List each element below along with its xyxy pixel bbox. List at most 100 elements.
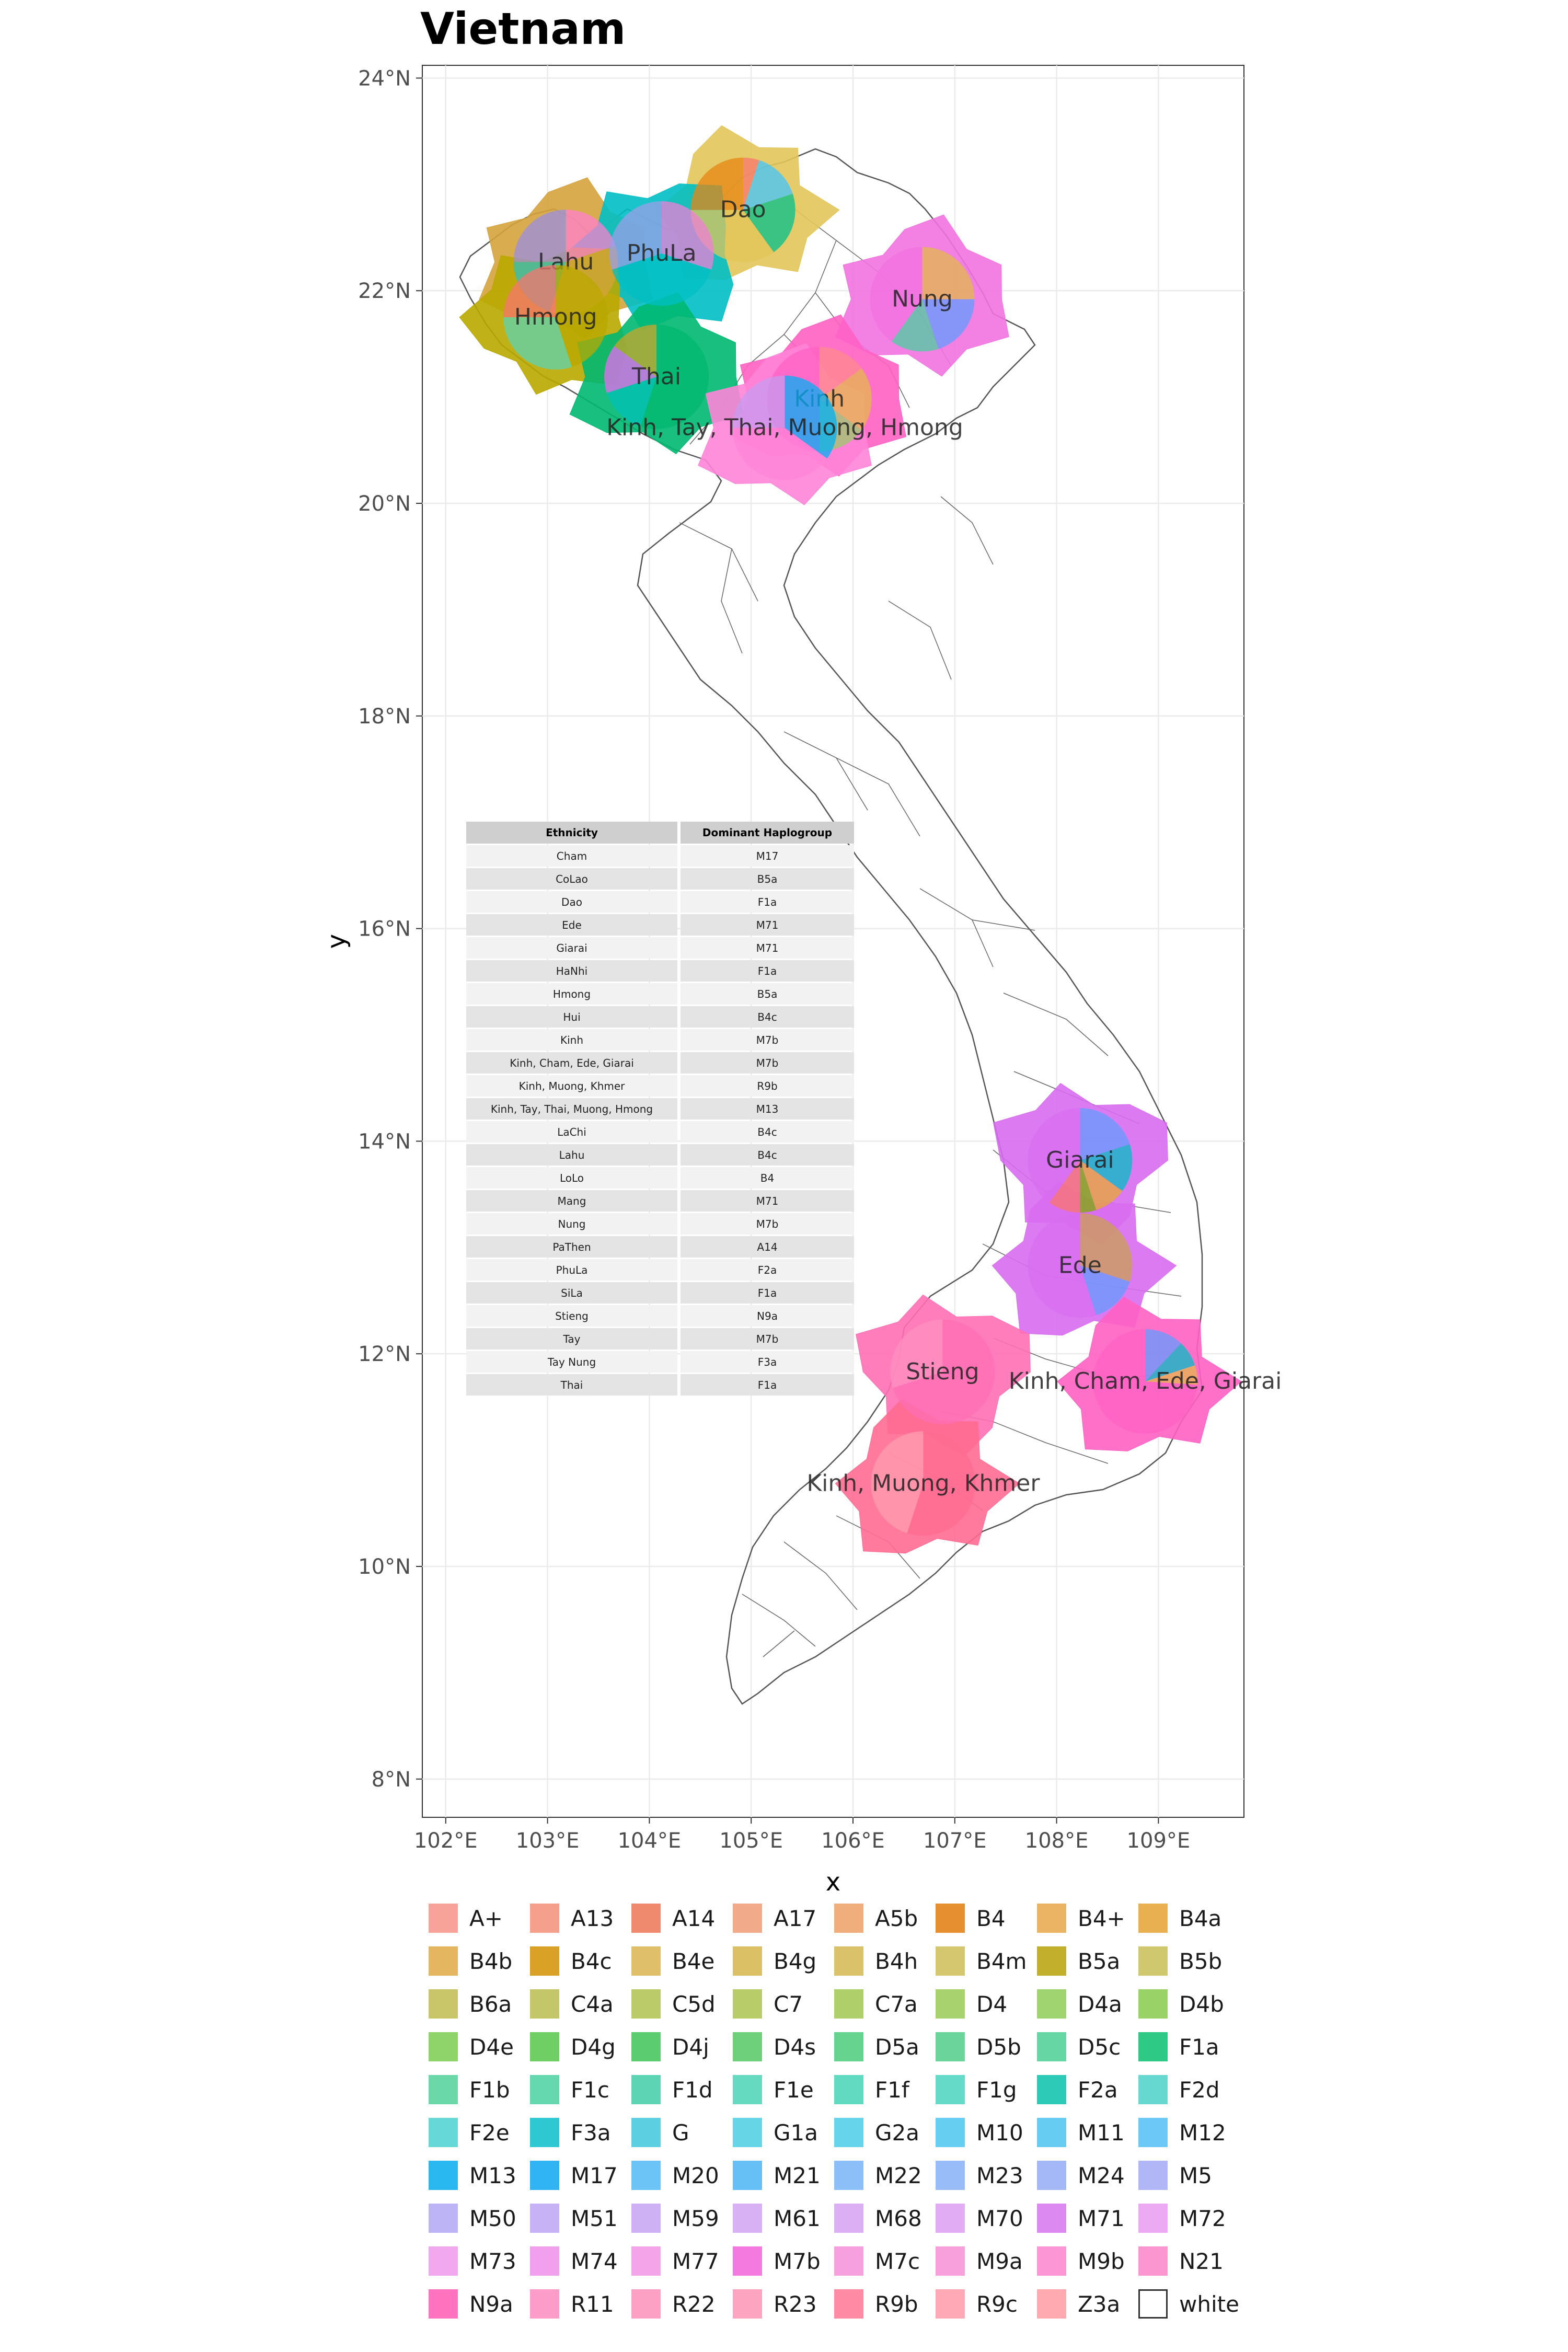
legend-label: R9c <box>976 2291 1018 2317</box>
legend-label: M7c <box>875 2248 920 2274</box>
legend-key <box>1037 1946 1066 1976</box>
pie-slice <box>907 1431 976 1536</box>
x-tick-label: 103°E <box>516 1829 580 1853</box>
table-cell-haplogroup: M71 <box>681 937 854 959</box>
legend-item: F1b <box>429 2074 510 2105</box>
pie-slice <box>1080 1108 1130 1160</box>
table-row: Hmong B5a <box>466 983 854 1005</box>
legend-label: F1d <box>672 2077 713 2103</box>
legend-key <box>1138 2032 1168 2061</box>
legend-label: M20 <box>672 2162 719 2188</box>
table-cell-haplogroup: A14 <box>681 1236 854 1258</box>
pie-slice <box>922 247 975 299</box>
legend-key <box>733 2204 762 2233</box>
legend-label: B4 <box>976 1905 1006 1931</box>
legend-label: F1g <box>976 2077 1017 2103</box>
legend-label: D4g <box>571 2034 616 2060</box>
x-tick-label: 107°E <box>923 1829 987 1853</box>
legend-key <box>1037 2289 1066 2319</box>
legend-key <box>936 1904 965 1933</box>
legend-key <box>1037 1904 1066 1933</box>
y-tick-label: 16°N <box>358 917 411 941</box>
legend-item: B4m <box>936 1945 1027 1977</box>
pie-markers: DaoLahuPhuLaNungHmongThaiKinhKinh, Tay, … <box>503 157 1282 1536</box>
table-row: Thai F1a <box>466 1374 854 1396</box>
pie-slice <box>743 157 759 210</box>
legend-key <box>631 2161 661 2190</box>
table-cell-haplogroup: M7b <box>681 1213 854 1235</box>
legend-key <box>530 2246 559 2276</box>
pie-marker: Thai <box>604 324 709 429</box>
table-row: Tay M7b <box>466 1328 854 1350</box>
legend-key <box>631 2246 661 2276</box>
legend-key <box>733 2289 762 2319</box>
pie-slice <box>556 265 608 367</box>
legend-label: Z3a <box>1078 2291 1121 2317</box>
legend-key <box>530 2118 559 2147</box>
legend-label: R9b <box>875 2291 918 2317</box>
legend-label: A14 <box>672 1905 716 1931</box>
legend-item: M11 <box>1037 2117 1125 2148</box>
legend-item: R9c <box>936 2288 1018 2320</box>
legend-key <box>631 1904 661 1933</box>
table-cell-ethnicity: Stieng <box>466 1305 677 1327</box>
legend-label: M61 <box>774 2205 821 2231</box>
table-cell-haplogroup: M71 <box>681 1190 854 1212</box>
legend-label: M73 <box>469 2248 516 2274</box>
table-row: CoLao B5a <box>466 868 854 890</box>
pie-label: Hmong <box>514 304 597 330</box>
pie-slice <box>1080 1213 1133 1282</box>
pie-slice <box>1080 1160 1123 1210</box>
table-cell-ethnicity: SiLa <box>466 1282 677 1304</box>
legend-key <box>1037 2118 1066 2147</box>
legend-key <box>1138 1946 1168 1976</box>
y-tick-label: 10°N <box>358 1555 411 1579</box>
pie-slice <box>819 347 862 399</box>
pie-label: Giarai <box>1046 1147 1114 1173</box>
pie-slice <box>1028 1108 1080 1203</box>
legend-key <box>834 1904 863 1933</box>
pie-label: Nung <box>892 285 953 312</box>
legend-key <box>429 2161 458 2190</box>
legend-item: M7c <box>834 2245 920 2277</box>
pie-slice <box>890 1319 943 1388</box>
legend-key <box>530 1989 559 2019</box>
legend-label: F1a <box>1179 2034 1219 2060</box>
legend-key <box>1037 2075 1066 2104</box>
legend-item: M68 <box>834 2203 922 2234</box>
legend-key <box>733 2118 762 2147</box>
pie-marker: Giarai <box>1028 1108 1133 1213</box>
legend-label: B5a <box>1078 1948 1121 1974</box>
legend-key <box>834 2246 863 2276</box>
legend-item: N9a <box>429 2288 513 2320</box>
pie-marker: Stieng <box>890 1319 995 1424</box>
y-tick-label: 24°N <box>358 66 411 90</box>
legend-label: M72 <box>1179 2205 1226 2231</box>
legend-item: B4c <box>530 1945 612 1977</box>
legend-item: B4a <box>1138 1903 1221 1934</box>
legend-label: M12 <box>1179 2119 1226 2146</box>
table-row: PhuLa F2a <box>466 1259 854 1281</box>
legend-item: D4b <box>1138 1988 1224 2020</box>
x-tick-label: 109°E <box>1127 1829 1191 1853</box>
legend-item: A5b <box>834 1903 918 1934</box>
table-cell-haplogroup: F1a <box>681 1374 854 1396</box>
legend-item: D5b <box>936 2031 1021 2062</box>
legend-label: B4e <box>672 1948 715 1974</box>
legend-key <box>733 2161 762 2190</box>
legend-key <box>530 2204 559 2233</box>
table-cell-haplogroup: M7b <box>681 1328 854 1350</box>
legend-label: N9a <box>469 2291 513 2317</box>
legend-item: N21 <box>1138 2245 1224 2277</box>
legend-item: D4a <box>1037 1988 1122 2020</box>
legend-item: M77 <box>631 2245 719 2277</box>
legend-item: D4e <box>429 2031 514 2062</box>
legend-item: C7a <box>834 1988 918 2020</box>
table-cell-ethnicity: Kinh, Tay, Thai, Muong, Hmong <box>466 1098 677 1120</box>
legend-label: G <box>672 2119 689 2146</box>
y-tick-label: 14°N <box>358 1129 411 1154</box>
legend-label: M21 <box>774 2162 821 2188</box>
table-cell-haplogroup: F3a <box>681 1351 854 1373</box>
legend-label: M23 <box>976 2162 1023 2188</box>
pie-label: Kinh, Tay, Thai, Muong, Hmong <box>606 414 963 441</box>
